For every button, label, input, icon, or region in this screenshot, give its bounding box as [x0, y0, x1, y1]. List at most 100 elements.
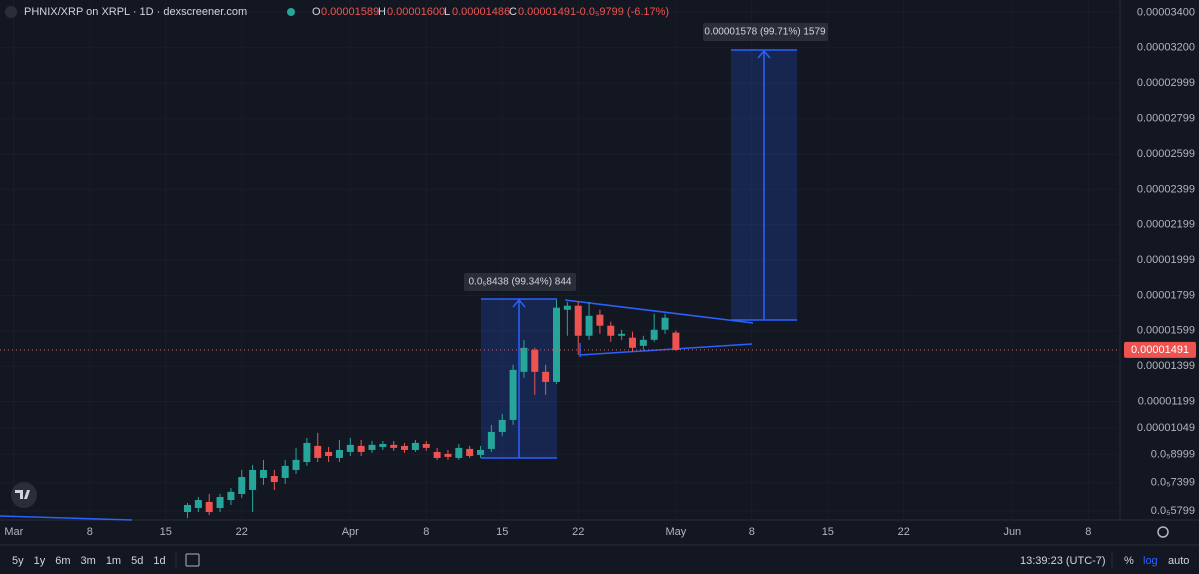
candle-body: [477, 449, 485, 455]
candle-body: [618, 333, 626, 336]
ohlc-value: 0.00001491: [518, 6, 576, 18]
y-tick-label: 0.00002599: [1137, 148, 1195, 160]
tv-logo-mark: [15, 490, 30, 499]
candle-body: [639, 339, 647, 346]
clock: 13:39:23 (UTC-7): [1020, 555, 1106, 567]
candle-body: [466, 448, 474, 456]
candle-body: [498, 419, 506, 432]
symbol-icon: [5, 6, 17, 18]
candle-body: [455, 447, 463, 458]
range-button[interactable]: 3m: [81, 555, 96, 567]
candle-body: [205, 501, 213, 513]
symbol: PHNIX/XRP on XRPL · 1D · dexscreener.com: [24, 6, 247, 18]
y-tick-label: 0.00001799: [1137, 289, 1195, 301]
candle-body: [357, 445, 365, 452]
candle-body: [238, 477, 246, 495]
y-tick-label: 0.00001599: [1137, 325, 1195, 337]
measure-label-box: [703, 23, 828, 41]
candle-body: [661, 317, 669, 330]
ohlc-value: 0.00001600: [387, 6, 445, 18]
candle-body: [227, 491, 235, 501]
candle-body: [531, 349, 539, 372]
candle-body: [628, 337, 636, 348]
candle-body: [509, 369, 517, 420]
auto-toggle[interactable]: auto: [1168, 555, 1189, 567]
y-tick-label: 0.00002799: [1137, 113, 1195, 125]
candle-body: [401, 445, 409, 450]
price-tag-label: 0.00001491: [1131, 344, 1189, 356]
candle-body: [422, 443, 430, 448]
candle-body: [281, 465, 289, 478]
x-tick-label: 22: [572, 526, 584, 538]
candle-body: [553, 307, 560, 382]
x-tick-label: 15: [160, 526, 172, 538]
x-tick-label: 22: [236, 526, 248, 538]
percent-toggle[interactable]: %: [1124, 555, 1134, 567]
ohlc-key: H: [378, 6, 386, 18]
y-tick-label: 0.00001199: [1138, 395, 1195, 407]
log-toggle[interactable]: log: [1143, 555, 1158, 567]
x-tick-label: Apr: [342, 526, 359, 538]
trend-line: [579, 343, 753, 356]
x-tick-label: 8: [749, 526, 755, 538]
candle-body: [585, 315, 593, 336]
candle-body: [216, 497, 224, 508]
candle-body: [325, 451, 333, 456]
range-buttons: 5y 1y 6m 3m 1m 5d 1d: [12, 555, 166, 567]
candle-body: [433, 451, 441, 458]
y-tick-label: 0.00003200: [1137, 42, 1195, 54]
ohlc-key: O: [312, 6, 321, 18]
x-tick-label: May: [665, 526, 686, 538]
candle-body: [542, 371, 550, 382]
candle-body: [379, 443, 387, 447]
range-button[interactable]: 5d: [131, 555, 143, 567]
candle-body: [596, 314, 604, 326]
range-button[interactable]: 1y: [34, 555, 46, 567]
measure-arrow: [512, 298, 526, 458]
candle-body: [390, 444, 398, 448]
candle-body: [249, 469, 257, 490]
measure-label: 0.00001578 (99.71%) 1579: [704, 27, 826, 38]
y-tick-label: 0.00001399: [1137, 360, 1195, 372]
measure-arrow: [757, 49, 771, 320]
candle-body: [650, 329, 658, 340]
candle-body: [292, 459, 300, 470]
x-tick-label: 8: [1085, 526, 1091, 538]
x-tick-label: Jun: [1003, 526, 1021, 538]
candle-body: [368, 444, 376, 450]
candle-body: [487, 431, 495, 449]
candle-body: [270, 475, 278, 482]
range-button[interactable]: 5y: [12, 555, 24, 567]
candle-body: [346, 444, 354, 452]
trend-line: [0, 515, 133, 521]
range-button[interactable]: 6m: [55, 555, 70, 567]
candle-body: [303, 442, 311, 463]
x-tick-label: 15: [822, 526, 834, 538]
ohlc-key: C: [509, 6, 517, 18]
price-tag: [1124, 341, 1196, 358]
y-tick-label: 0.0₅7399: [1151, 477, 1195, 489]
candle-body: [259, 469, 267, 478]
candle-body: [672, 332, 680, 350]
y-tick-label: 0.00002999: [1137, 77, 1195, 89]
calendar-icon[interactable]: [185, 553, 200, 567]
y-tick-label: 0.00001049: [1137, 422, 1195, 434]
y-tick-label: 0.00003400: [1137, 6, 1195, 18]
candle-body: [444, 453, 452, 457]
trend-line: [564, 299, 754, 324]
range-button[interactable]: 1d: [153, 555, 165, 567]
candle-body: [607, 325, 615, 336]
candle-body: [411, 442, 419, 450]
ohlc-value: 0.00001589: [321, 6, 379, 18]
y-tick-label: 0.0₅5799: [1151, 505, 1195, 517]
candle-body: [314, 445, 322, 458]
range-button[interactable]: 1m: [106, 555, 121, 567]
candle-body: [520, 347, 528, 372]
settings-icon[interactable]: [1157, 526, 1169, 538]
x-tick-label: 22: [898, 526, 910, 538]
candle-body: [194, 500, 202, 508]
ohlc-key: L: [444, 6, 450, 18]
change: -0.0₅9799 (-6.17%): [576, 6, 669, 18]
